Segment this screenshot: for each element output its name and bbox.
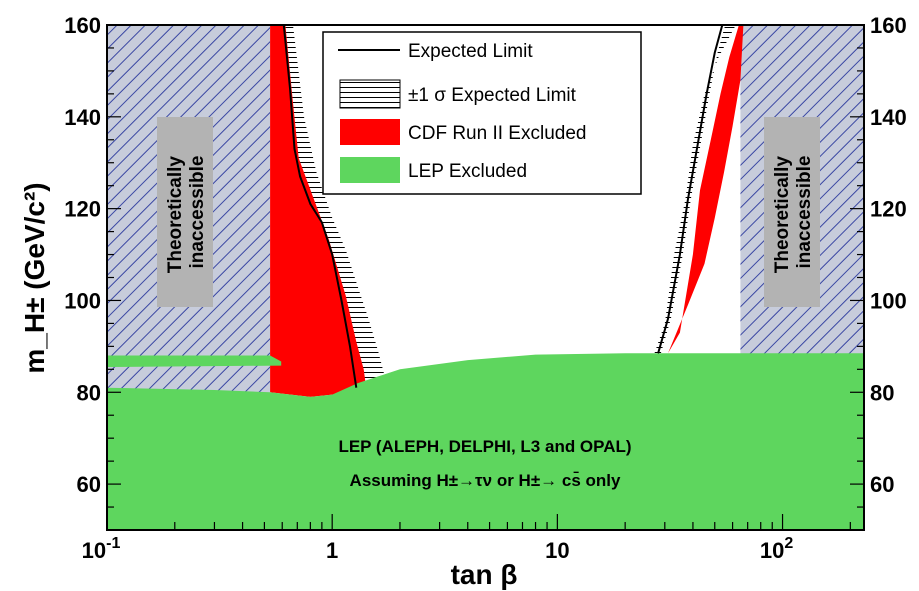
legend-sigma-label: ±1 σ Expected Limit (408, 85, 577, 106)
theoretical-label-left-line2: inaccessible (187, 155, 208, 268)
y-tick-label-right: 160 (870, 13, 907, 38)
y-tick-label-right: 60 (870, 472, 894, 497)
lep-note-line2: Assuming H±→τν or H±→ cs̄ only (350, 471, 621, 490)
lep-excluded-strip (107, 355, 282, 367)
x-tick-label: 1 (326, 538, 338, 563)
x-tick-label: 102 (760, 535, 793, 563)
y-tick-label-left: 120 (64, 197, 101, 222)
theoretical-label-left-line1: Theoretically (165, 156, 186, 274)
legend-cdf-label: CDF Run II Excluded (408, 123, 586, 144)
legend-lep-label: LEP Excluded (408, 161, 527, 182)
y-tick-label-left: 100 (64, 288, 101, 313)
sigma-band-high-tanb (654, 25, 736, 354)
x-tick-label: 10 (545, 538, 569, 563)
expected-limit-line-high-tanb (657, 25, 724, 354)
svg-text:Theoretically inaccess: Theoretically inaccessible (772, 151, 815, 274)
x-tick-label-exponent: -1 (106, 535, 120, 552)
x-tick-label-base: 10 (760, 538, 784, 563)
theoretical-label-left-box: Theoretically inaccessible (157, 117, 213, 307)
legend-lep-swatch (340, 157, 400, 183)
y-tick-label-right: 100 (870, 288, 907, 313)
y-axis-title: m_H± (GeV/c²) (19, 182, 50, 373)
x-tick-label-exponent: 2 (784, 535, 793, 552)
legend-expected-limit-label: Expected Limit (408, 41, 533, 62)
legend: Expected Limit ±1 σ Expected Limit CDF R… (322, 31, 642, 195)
x-axis-title: tan β (451, 559, 518, 590)
y-tick-label-left: 140 (64, 105, 101, 130)
theoretical-label-right-line2: inaccessible (794, 155, 815, 268)
y-tick-label-left: 80 (77, 380, 101, 405)
x-tick-label-base: 10 (82, 538, 106, 563)
y-tick-label-left: 160 (64, 13, 101, 38)
y-tick-label-right: 120 (870, 197, 907, 222)
expected-limit-line-low-tanb (282, 25, 358, 388)
theoretical-label-right-box: Theoretically inaccessible (764, 117, 820, 307)
x-tick-label-base: 10 (545, 538, 569, 563)
legend-sigma-swatch (339, 79, 401, 109)
svg-text:Theoretically inaccess: Theoretically inaccessible (165, 151, 208, 274)
lep-note-line1: LEP (ALEPH, DELPHI, L3 and OPAL) (338, 437, 631, 456)
lep-excluded-region (107, 353, 864, 530)
sigma-band-low-tanb (278, 25, 385, 388)
y-tick-label-left: 60 (77, 472, 101, 497)
x-tick-label-base: 1 (326, 538, 338, 563)
x-tick-label: 10-1 (82, 535, 121, 563)
cdf-excluded-high-tanb (668, 25, 744, 354)
y-tick-label-right: 80 (870, 380, 894, 405)
y-tick-label-right: 140 (870, 105, 907, 130)
legend-cdf-swatch (340, 119, 400, 145)
theoretical-label-right-line1: Theoretically (772, 156, 793, 274)
